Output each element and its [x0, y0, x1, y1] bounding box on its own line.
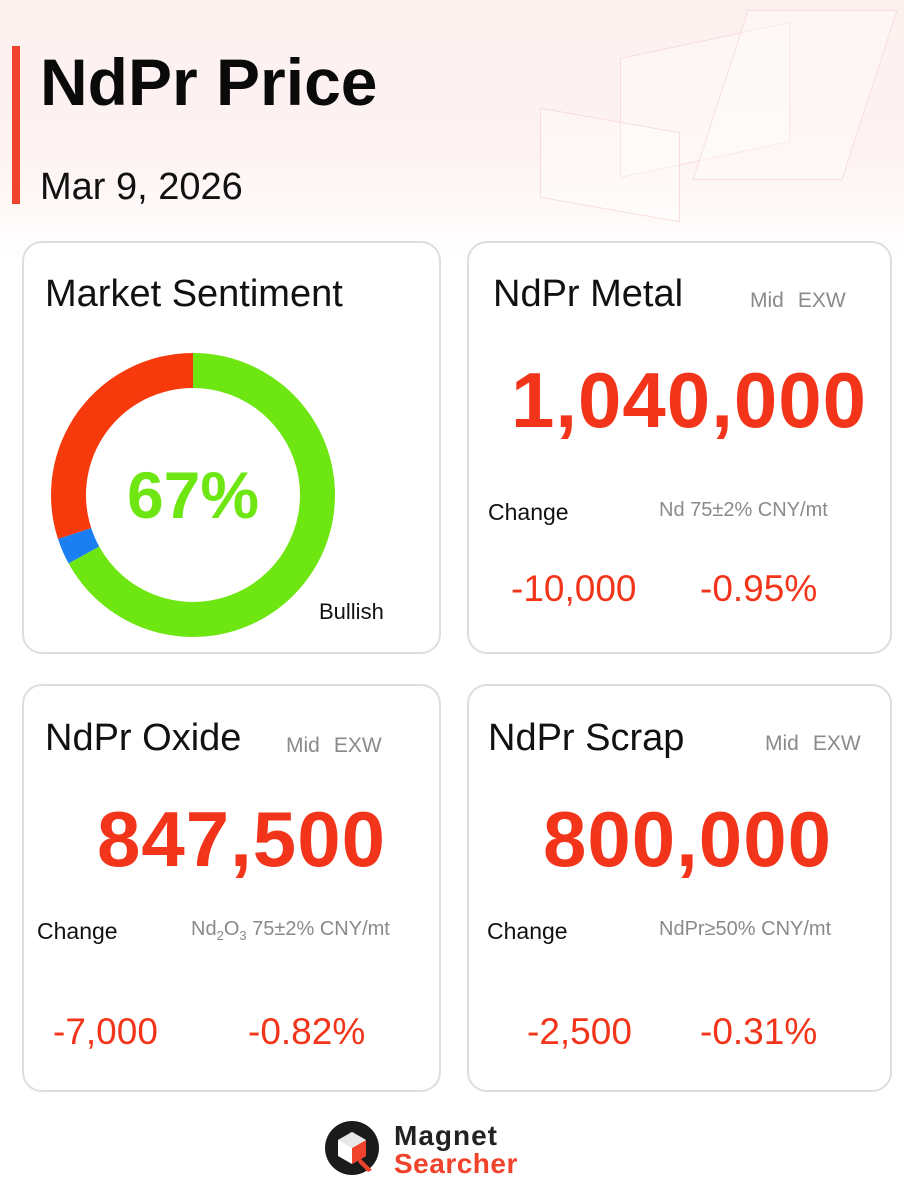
- metal-title: NdPr Metal: [493, 273, 684, 315]
- scrap-change-pct: -0.31%: [700, 1011, 818, 1052]
- sentiment-percentage: 67%: [126, 458, 260, 532]
- scrap-change-label: Change: [487, 918, 568, 944]
- ndpr-metal-card: NdPr Metal Mid EXW 1,040,000 Change Nd 75…: [467, 241, 892, 654]
- metal-change-label: Change: [488, 499, 569, 525]
- neutral-segment: [57, 528, 100, 564]
- oxide-spec: Nd2O3 75±2% CNY/mt: [191, 918, 390, 943]
- scrap-mid-label: Mid: [765, 732, 799, 755]
- magnet-searcher-logo-icon: [325, 1121, 379, 1175]
- oxide-price: 847,500: [97, 795, 386, 883]
- scrap-spec: NdPr≥50% CNY/mt: [659, 918, 832, 940]
- bullish-label: Bullish: [319, 599, 384, 624]
- title-accent-bar: [12, 46, 20, 204]
- logo-text-searcher: Searcher: [394, 1148, 518, 1179]
- page-date: Mar 9, 2026: [40, 166, 243, 208]
- page-title: NdPr Price: [40, 45, 378, 119]
- header-background: [0, 0, 904, 260]
- sentiment-donut-chart: [50, 353, 335, 637]
- oxide-meta: Mid EXW: [286, 734, 382, 758]
- metal-spec: Nd 75±2% CNY/mt: [659, 499, 828, 521]
- magnet-searcher-logo: Magnet Searcher: [324, 1120, 544, 1180]
- scrap-exw-label: EXW: [812, 732, 861, 755]
- metal-change-pct: -0.95%: [700, 568, 818, 609]
- metal-price: 1,040,000: [511, 356, 868, 444]
- scrap-change-abs: -2,500: [527, 1011, 632, 1052]
- oxide-change-abs: -7,000: [53, 1011, 158, 1052]
- oxide-exw-label: EXW: [333, 734, 382, 757]
- oxide-title: NdPr Oxide: [45, 717, 242, 759]
- scrap-meta: Mid EXW: [765, 732, 861, 756]
- metal-exw-label: EXW: [797, 289, 846, 312]
- oxide-change-label: Change: [37, 918, 118, 944]
- metal-meta: Mid EXW: [750, 289, 846, 313]
- oxide-mid-label: Mid: [286, 734, 320, 757]
- market-sentiment-card: Market Sentiment 67% Bullish: [22, 241, 441, 654]
- metal-change-abs: -10,000: [511, 568, 637, 609]
- bearish-segment: [50, 353, 193, 539]
- ndpr-oxide-card: NdPr Oxide Mid EXW 847,500 Change Nd2O3 7…: [22, 684, 441, 1092]
- scrap-price: 800,000: [543, 795, 832, 883]
- ndpr-scrap-card: NdPr Scrap Mid EXW 800,000 Change NdPr≥50…: [467, 684, 892, 1092]
- logo-text-magnet: Magnet: [394, 1120, 498, 1151]
- oxide-change-pct: -0.82%: [248, 1011, 366, 1052]
- metal-mid-label: Mid: [750, 289, 784, 312]
- sentiment-title: Market Sentiment: [45, 273, 343, 315]
- scrap-title: NdPr Scrap: [488, 717, 685, 759]
